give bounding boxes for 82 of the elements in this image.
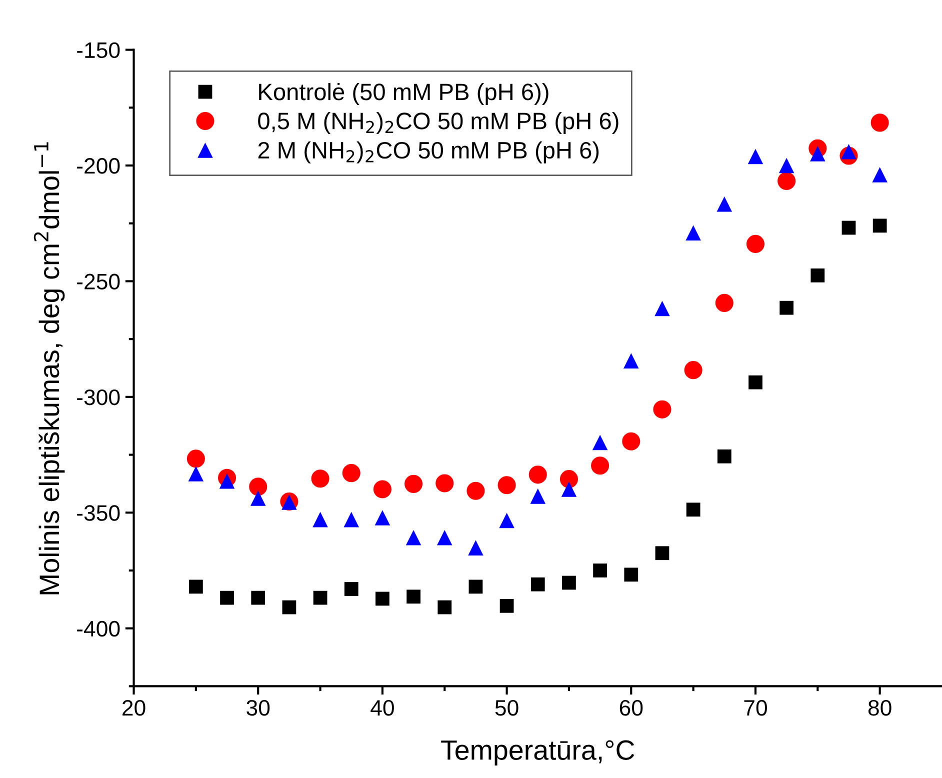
x-tick-label: 50 [495,700,518,716]
point [561,482,577,497]
point [312,512,328,528]
point [220,590,234,605]
point [406,590,420,604]
point [778,172,796,190]
point [810,268,825,282]
x-tick-label: 70 [744,700,767,716]
point [282,600,296,614]
point [654,300,670,316]
point [560,470,578,488]
point [219,474,235,489]
point [468,580,483,594]
point [778,158,794,174]
point [530,577,545,592]
point [251,590,266,605]
x-tick-label: 60 [620,700,643,716]
x-tick-label: 80 [868,700,892,716]
point [376,592,390,606]
x-axis-title: Temperatūra,°C [441,740,634,766]
point [468,540,484,556]
point [500,598,514,613]
x-tick-label: 20 [122,700,146,716]
y-tick-label: -350 [77,505,120,521]
point [748,148,764,164]
x-tick-label: 40 [370,700,394,716]
point [870,114,889,132]
point [624,568,638,582]
point [438,600,452,614]
point [530,488,546,504]
point [810,146,826,162]
point [842,220,856,235]
point [717,449,732,464]
y-tick-label: -300 [77,389,120,406]
point [746,234,765,253]
point [622,432,640,450]
point [591,456,610,475]
point [684,361,702,380]
point [250,490,266,506]
point [436,530,452,546]
point [686,502,700,517]
y-tick-label: -400 [77,620,120,637]
point [374,510,390,526]
legend-label: 0,5 M (NH$_{2}$)$_{2}$CO 50 mM PB (pH 6) [258,112,618,134]
point [188,580,203,594]
point [344,512,360,528]
point [373,480,392,498]
y-axis-title: Molinis eliptiškumas, deg cm$^{2}$dmol$^{−1}$ [34,142,65,594]
point [528,466,547,484]
point [342,464,360,482]
point [653,400,672,418]
legend-label: 2 M (NH$_{2}$)$_{2}$CO 50 mM PB (pH 6) [258,141,599,164]
point [624,353,639,368]
point [406,530,422,546]
y-tick-label: -150 [77,42,120,58]
point [780,300,794,315]
point [344,582,358,596]
point [466,482,485,500]
point [313,590,328,605]
point [748,375,762,390]
point [404,474,423,493]
point [188,466,204,482]
point [686,225,701,240]
point [841,144,856,160]
point [655,546,670,560]
point [436,474,454,492]
point [715,294,734,312]
point [249,478,268,496]
point [872,218,887,233]
point [499,512,514,528]
x-tick-label: 30 [246,700,270,716]
point [311,470,330,488]
y-tick-label: -200 [77,158,120,174]
point [592,434,608,450]
legend-label: Kontrolė (50 mM PB (pH 6)) [259,82,548,105]
point [716,196,732,212]
point [498,476,516,494]
y-tick-label: -250 [77,274,120,290]
point [186,450,205,468]
point [872,167,888,182]
point [593,564,607,578]
point [562,576,576,590]
